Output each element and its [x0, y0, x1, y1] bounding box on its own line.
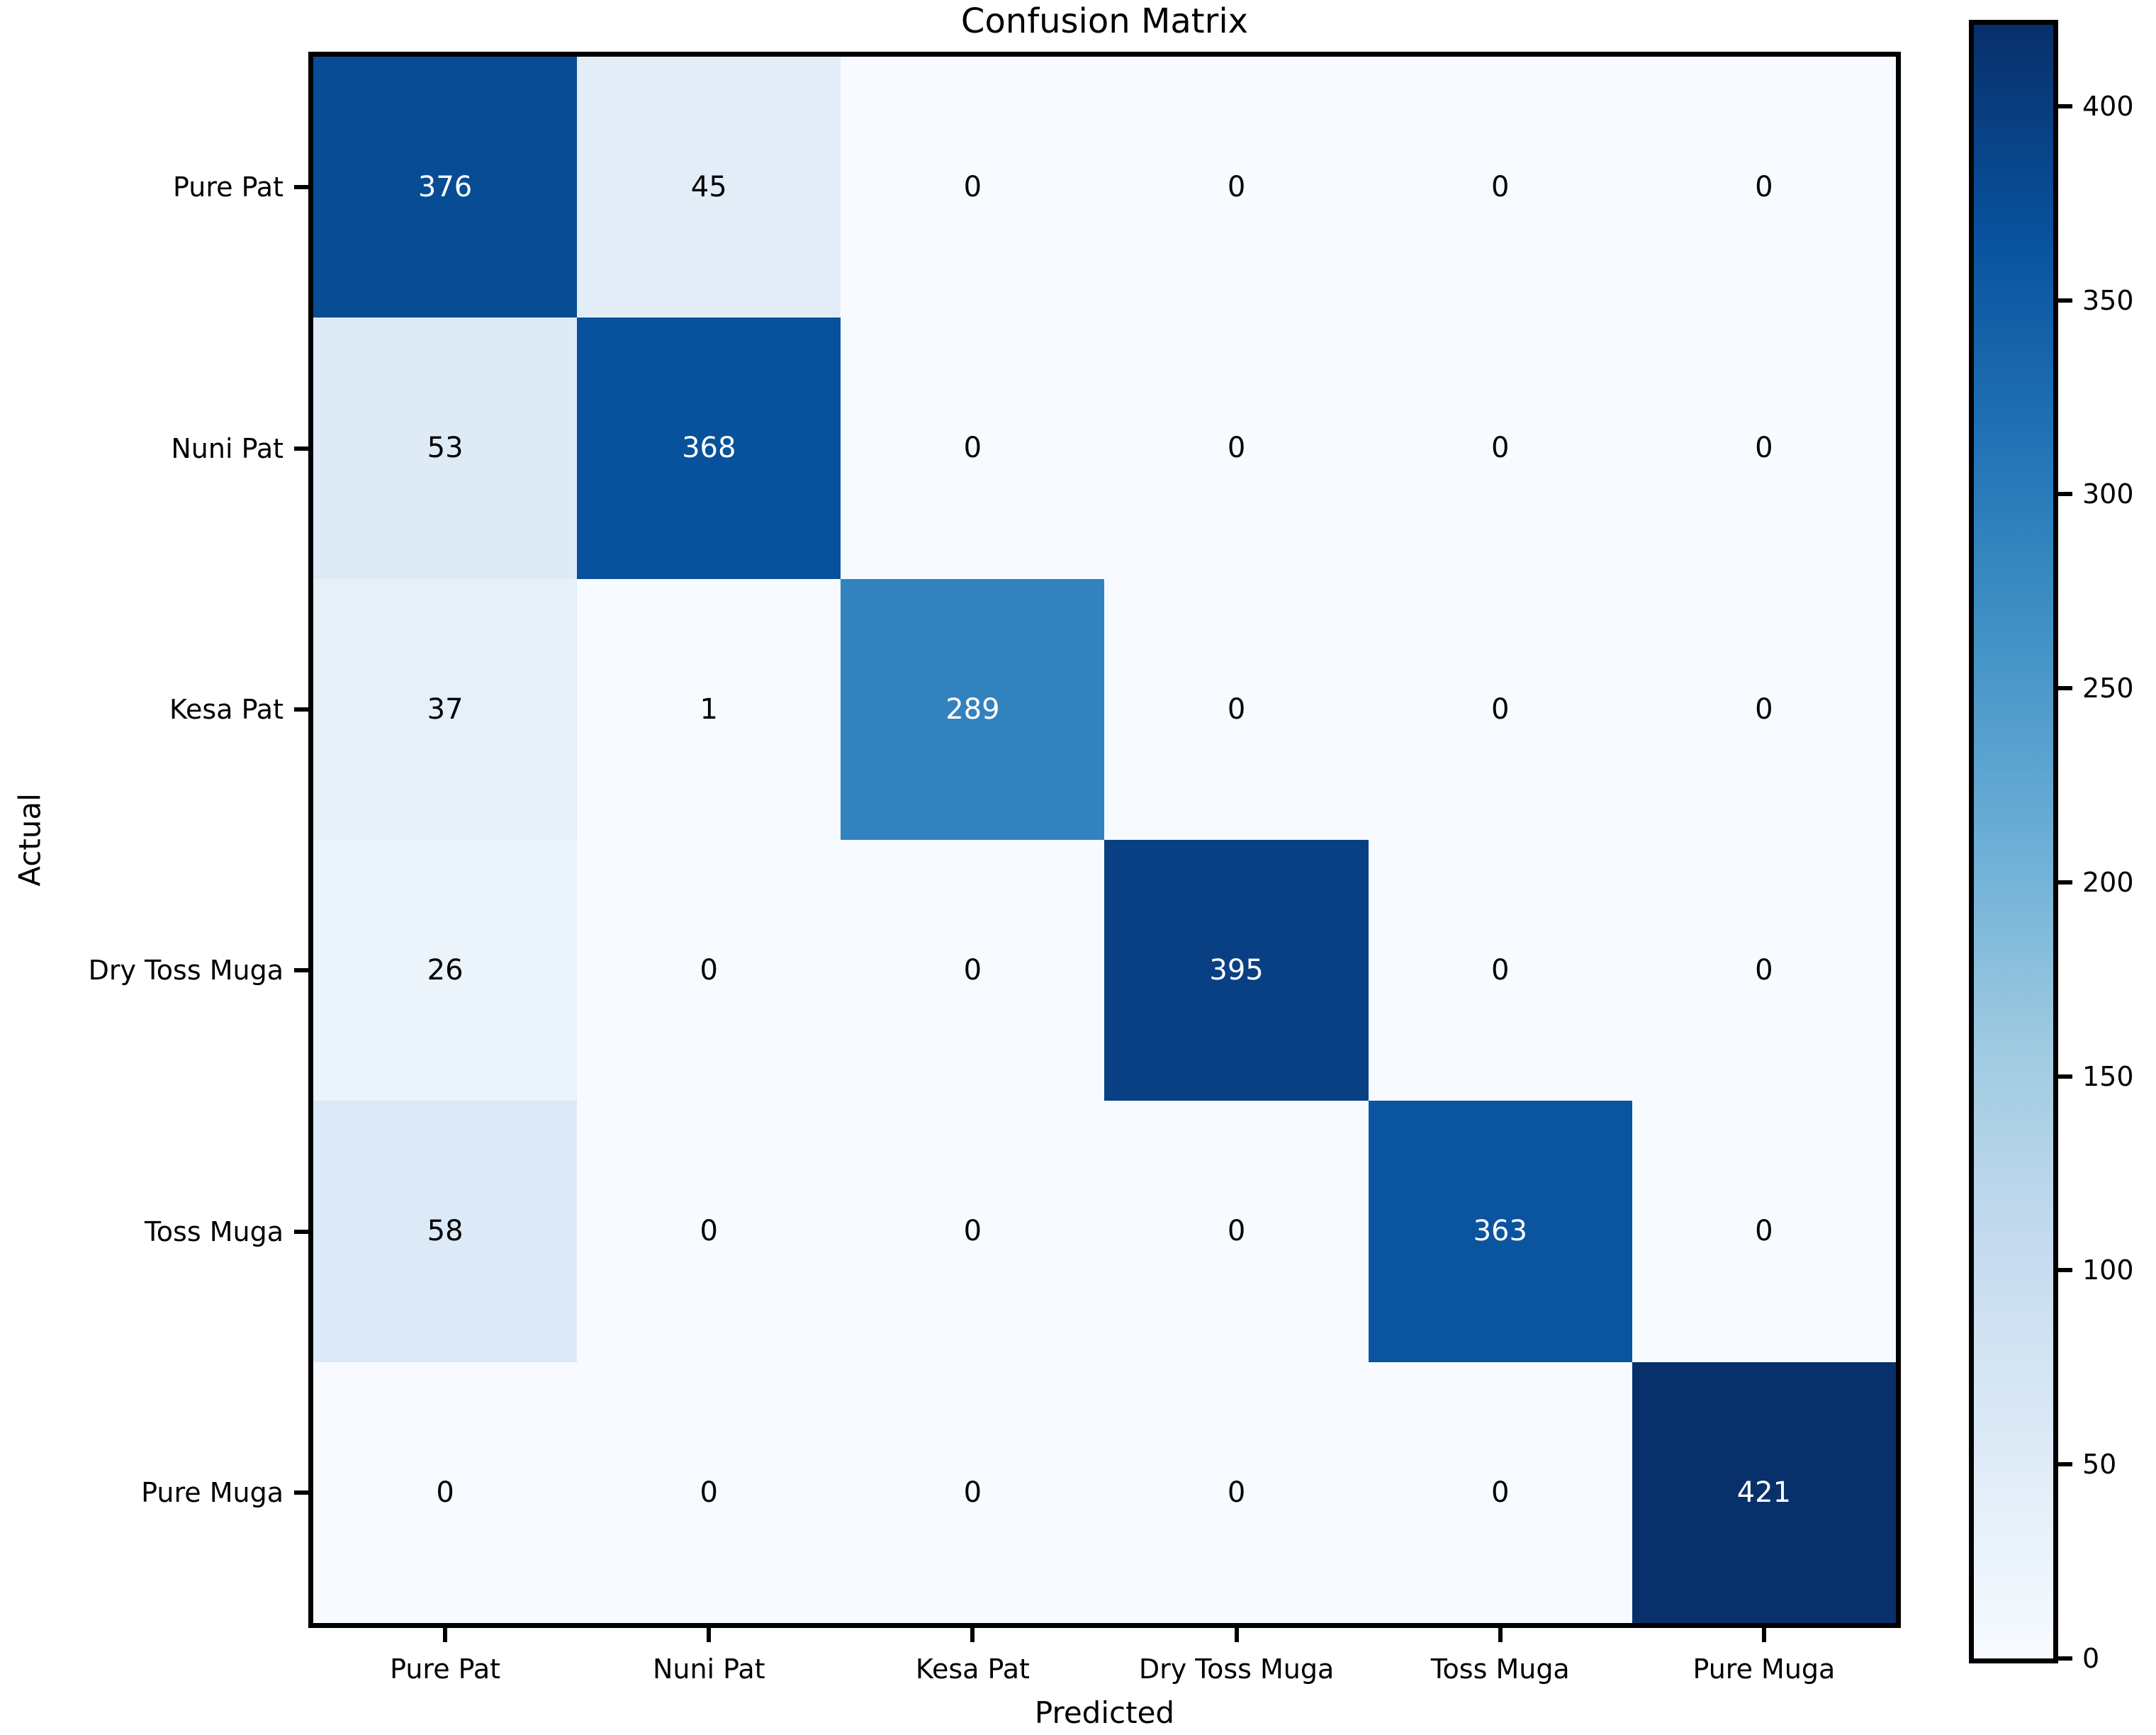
colorbar-tick-label: 250	[2082, 673, 2134, 704]
heatmap-cell: 0	[577, 840, 841, 1101]
y-tick-label: Nuni Pat	[171, 432, 283, 464]
colorbar-tick	[2058, 1268, 2072, 1273]
heatmap-cell: 0	[1104, 1101, 1369, 1362]
colorbar-tick-label: 200	[2082, 866, 2134, 898]
heatmap-cell: 53	[313, 318, 578, 579]
heatmap-cell: 0	[577, 1101, 841, 1362]
heatmap-cell: 0	[841, 1361, 1105, 1623]
heatmap-cell: 26	[313, 840, 578, 1101]
y-tick	[294, 185, 308, 190]
heatmap-cell: 0	[313, 1361, 578, 1623]
heatmap-cell: 0	[1368, 318, 1632, 579]
y-tick	[294, 1490, 308, 1495]
colorbar-tick	[2058, 1656, 2072, 1661]
colorbar-tick	[2058, 880, 2072, 885]
heatmap-cell: 0	[841, 840, 1105, 1101]
colorbar-tick	[2058, 103, 2072, 108]
colorbar-tick-label: 150	[2082, 1060, 2134, 1092]
colorbar-tick	[2058, 492, 2072, 497]
y-tick	[294, 446, 308, 451]
y-tick	[294, 707, 308, 712]
heatmap-cell: 0	[1632, 318, 1896, 579]
x-tick-label: Pure Pat	[390, 1653, 501, 1685]
colorbar-tick	[2058, 298, 2072, 303]
colorbar-tick-label: 0	[2082, 1643, 2100, 1674]
heatmap-cell: 0	[1368, 1361, 1632, 1623]
colorbar	[1969, 20, 2058, 1663]
y-tick-label: Kesa Pat	[169, 693, 283, 725]
heatmap-cell: 0	[577, 1361, 841, 1623]
x-tick	[707, 1628, 712, 1642]
colorbar-tick	[2058, 1462, 2072, 1467]
colorbar-tick-label: 100	[2082, 1254, 2134, 1286]
heatmap-cell: 0	[1368, 840, 1632, 1101]
heatmap-cell: 0	[1632, 578, 1896, 840]
x-tick-label: Dry Toss Muga	[1138, 1653, 1335, 1685]
colorbar-gradient	[1974, 25, 2053, 1658]
heatmap-cell: 37	[313, 578, 578, 840]
heatmap-cell: 0	[1368, 578, 1632, 840]
x-tick-label: Nuni Pat	[652, 1653, 765, 1685]
y-tick	[294, 968, 308, 973]
y-axis-label: Actual	[12, 793, 47, 887]
heatmap-cell: 0	[841, 1101, 1105, 1362]
x-tick-label: Pure Muga	[1692, 1653, 1836, 1685]
heatmap-cell: 0	[1104, 578, 1369, 840]
x-tick-label: Kesa Pat	[915, 1653, 1030, 1685]
x-tick	[1498, 1628, 1503, 1642]
heatmap-axes: 376 45 0 0 0 0 53 368 0 0 0 0 37 1 289 0 0 0 26 0 0 395 0 0 58 0 0…	[308, 52, 1901, 1628]
colorbar-tick	[2058, 1074, 2072, 1079]
heatmap-cell: 1	[577, 578, 841, 840]
y-tick-label: Dry Toss Muga	[88, 955, 283, 987]
heatmap-cell: 0	[1632, 57, 1896, 318]
heatmap-cell: 289	[841, 578, 1105, 840]
heatmap-cell: 45	[577, 57, 841, 318]
heatmap-cell: 0	[1104, 1361, 1369, 1623]
x-tick-label: Toss Muga	[1430, 1653, 1570, 1685]
heatmap-grid: 376 45 0 0 0 0 53 368 0 0 0 0 37 1 289 0 0 0 26 0 0 395 0 0 58 0 0…	[313, 57, 1896, 1623]
chart-title: Confusion Matrix	[960, 1, 1249, 41]
colorbar-tick-label: 400	[2082, 90, 2134, 122]
heatmap-cell: 58	[313, 1101, 578, 1362]
y-tick-label: Toss Muga	[145, 1215, 283, 1247]
y-tick-label: Pure Pat	[173, 172, 283, 203]
x-tick	[1234, 1628, 1239, 1642]
heatmap-cell: 0	[1104, 57, 1369, 318]
colorbar-tick-label: 50	[2082, 1449, 2117, 1481]
heatmap-cell: 395	[1104, 840, 1369, 1101]
heatmap-cell: 421	[1632, 1361, 1896, 1623]
y-tick-label: Pure Muga	[141, 1476, 283, 1508]
colorbar-tick-label: 350	[2082, 284, 2134, 316]
heatmap-cell: 0	[841, 318, 1105, 579]
y-tick	[294, 1229, 308, 1234]
heatmap-cell: 363	[1368, 1101, 1632, 1362]
colorbar-tick	[2058, 686, 2072, 691]
colorbar-tick-label: 300	[2082, 478, 2134, 510]
x-tick	[1761, 1628, 1766, 1642]
x-tick	[443, 1628, 448, 1642]
heatmap-cell: 0	[841, 57, 1105, 318]
heatmap-cell: 0	[1104, 318, 1369, 579]
heatmap-cell: 376	[313, 57, 578, 318]
x-axis-label: Predicted	[1034, 1695, 1175, 1730]
heatmap-cell: 0	[1632, 1101, 1896, 1362]
heatmap-cell: 0	[1632, 840, 1896, 1101]
heatmap-cell: 0	[1368, 57, 1632, 318]
x-tick	[970, 1628, 975, 1642]
heatmap-cell: 368	[577, 318, 841, 579]
